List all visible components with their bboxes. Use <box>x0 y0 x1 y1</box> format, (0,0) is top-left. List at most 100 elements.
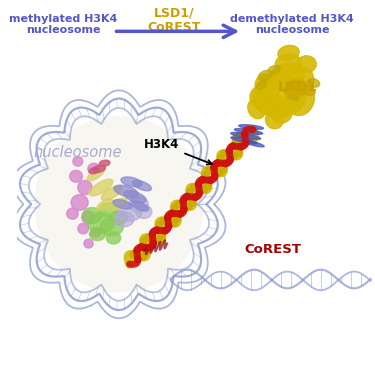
Ellipse shape <box>114 185 138 197</box>
Ellipse shape <box>284 80 315 116</box>
Circle shape <box>140 238 147 244</box>
Ellipse shape <box>133 180 152 191</box>
Ellipse shape <box>250 87 270 109</box>
Ellipse shape <box>234 129 263 134</box>
Circle shape <box>238 143 244 150</box>
Circle shape <box>226 148 232 154</box>
Circle shape <box>227 156 233 163</box>
Ellipse shape <box>263 94 286 117</box>
Circle shape <box>189 199 196 206</box>
Text: H3K4: H3K4 <box>144 138 212 165</box>
Ellipse shape <box>231 137 257 144</box>
Circle shape <box>195 181 202 188</box>
Circle shape <box>184 193 190 200</box>
Ellipse shape <box>278 45 299 61</box>
Text: demethylated H3K4
nucleosome: demethylated H3K4 nucleosome <box>230 14 354 35</box>
Ellipse shape <box>257 81 267 89</box>
Circle shape <box>156 221 162 228</box>
Circle shape <box>175 201 182 207</box>
Circle shape <box>295 86 300 92</box>
Circle shape <box>169 210 175 217</box>
Ellipse shape <box>71 195 88 210</box>
Ellipse shape <box>87 168 104 181</box>
Circle shape <box>231 153 237 159</box>
Circle shape <box>300 84 306 90</box>
Ellipse shape <box>97 199 112 210</box>
Circle shape <box>202 172 208 178</box>
Circle shape <box>174 215 180 222</box>
Ellipse shape <box>121 177 142 187</box>
Ellipse shape <box>231 132 261 140</box>
Circle shape <box>233 138 240 145</box>
Text: CoREST: CoREST <box>244 243 301 256</box>
Ellipse shape <box>93 165 105 172</box>
Ellipse shape <box>91 228 101 237</box>
Circle shape <box>246 136 253 142</box>
Ellipse shape <box>78 224 88 234</box>
Ellipse shape <box>258 70 272 81</box>
Circle shape <box>217 155 224 162</box>
Circle shape <box>199 177 206 183</box>
Circle shape <box>211 164 217 171</box>
Circle shape <box>196 189 202 196</box>
Ellipse shape <box>82 208 102 224</box>
Circle shape <box>205 182 211 189</box>
Ellipse shape <box>84 239 93 248</box>
Ellipse shape <box>242 140 264 147</box>
Ellipse shape <box>82 211 95 224</box>
Circle shape <box>147 244 153 251</box>
Ellipse shape <box>132 201 149 211</box>
Circle shape <box>216 170 222 176</box>
Ellipse shape <box>100 218 123 236</box>
Circle shape <box>159 232 165 238</box>
Circle shape <box>177 210 183 217</box>
Circle shape <box>180 197 186 204</box>
Ellipse shape <box>269 63 304 92</box>
Text: methylated H3K4
nucleosome: methylated H3K4 nucleosome <box>9 14 118 35</box>
Circle shape <box>140 254 147 260</box>
Circle shape <box>162 227 168 234</box>
Circle shape <box>230 143 236 150</box>
Circle shape <box>236 134 242 140</box>
Ellipse shape <box>114 212 134 227</box>
Circle shape <box>153 227 160 234</box>
Circle shape <box>220 166 226 172</box>
Circle shape <box>293 95 298 101</box>
Circle shape <box>150 239 156 246</box>
Circle shape <box>223 160 229 167</box>
Circle shape <box>35 117 203 292</box>
Circle shape <box>155 237 162 243</box>
Ellipse shape <box>113 200 132 209</box>
Ellipse shape <box>275 54 302 75</box>
Circle shape <box>190 184 197 190</box>
Circle shape <box>214 160 220 166</box>
Circle shape <box>284 87 290 93</box>
Ellipse shape <box>110 211 128 224</box>
Circle shape <box>288 93 293 99</box>
Ellipse shape <box>124 191 146 203</box>
Ellipse shape <box>136 205 152 219</box>
Circle shape <box>181 206 187 213</box>
Ellipse shape <box>271 102 292 123</box>
Circle shape <box>296 80 302 86</box>
Text: LSD1/
CoREST: LSD1/ CoREST <box>148 6 201 34</box>
Circle shape <box>149 231 156 237</box>
Circle shape <box>186 203 192 210</box>
Ellipse shape <box>308 79 320 87</box>
Ellipse shape <box>89 168 99 174</box>
Ellipse shape <box>78 180 92 195</box>
Circle shape <box>160 217 166 224</box>
Ellipse shape <box>238 124 264 129</box>
Ellipse shape <box>67 208 78 219</box>
Circle shape <box>192 194 199 200</box>
Circle shape <box>135 256 141 262</box>
Circle shape <box>221 150 227 157</box>
Circle shape <box>145 234 152 241</box>
Circle shape <box>289 84 295 90</box>
Ellipse shape <box>99 203 117 217</box>
Ellipse shape <box>89 179 113 196</box>
Ellipse shape <box>99 160 110 166</box>
Ellipse shape <box>88 163 100 174</box>
Ellipse shape <box>73 156 83 166</box>
Circle shape <box>187 188 193 195</box>
